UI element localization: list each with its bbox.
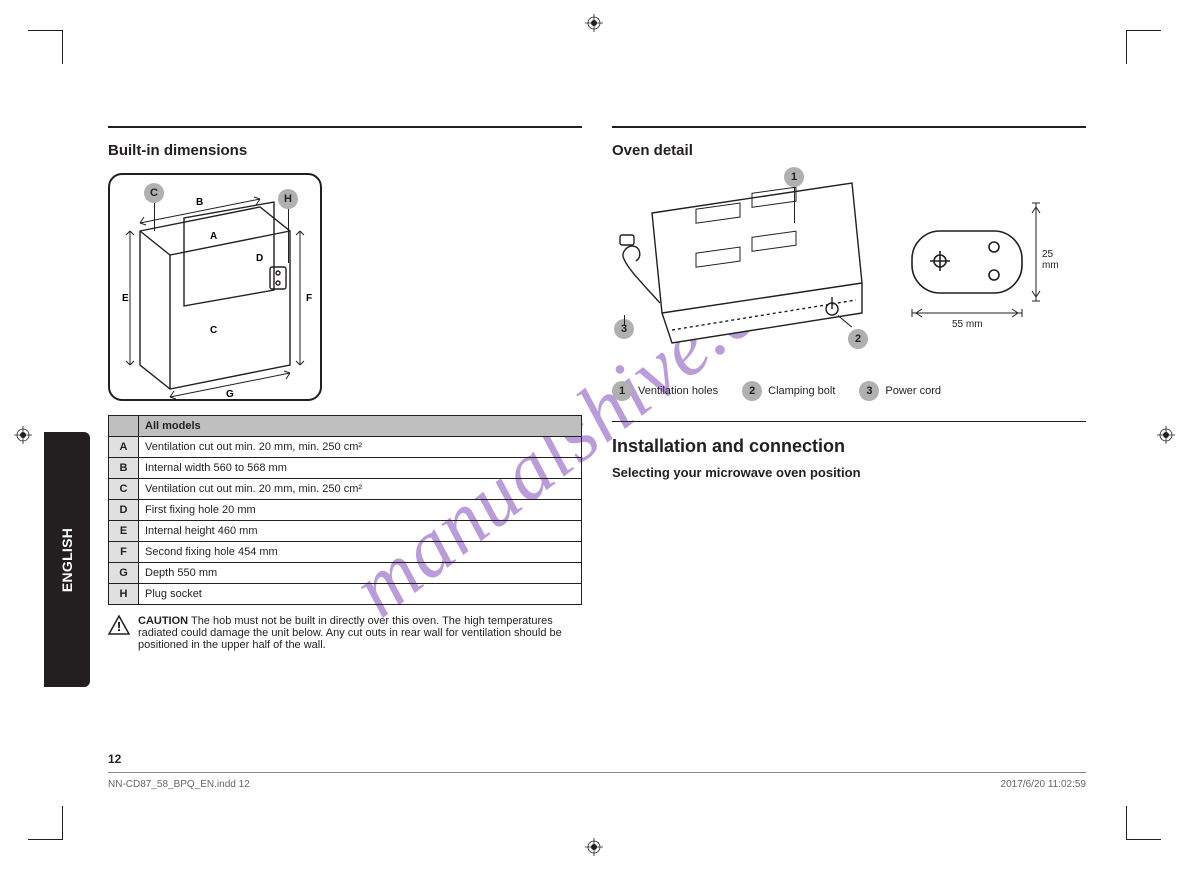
registration-mark-icon [585, 14, 603, 32]
table-row: HPlug socket [109, 584, 582, 605]
language-tab-label: ENGLISH [59, 527, 75, 591]
svg-text:D: D [256, 253, 263, 264]
svg-text:F: F [306, 293, 312, 304]
crop-mark [28, 30, 62, 31]
legend: 1 Ventilation holes 2 Clamping bolt 3 Po… [612, 381, 1086, 401]
legend-item: 1 Ventilation holes [612, 381, 718, 401]
table-header-blank [109, 416, 139, 437]
dim-vertical: 25 mm [1042, 249, 1062, 271]
section-rule-thin [612, 421, 1086, 422]
svg-text:B: B [196, 197, 203, 208]
table-row: BInternal width 560 to 568 mm [109, 458, 582, 479]
bracket-dim-figure: 25 mm 55 mm [892, 173, 1062, 333]
crop-mark [62, 30, 63, 64]
svg-text:E: E [122, 293, 129, 304]
footer-timestamp: 2017/6/20 11:02:59 [1001, 779, 1086, 790]
table-row: FSecond fixing hole 454 mm [109, 542, 582, 563]
oven-top-figure: 1 2 3 [612, 173, 872, 363]
language-tab: ENGLISH [44, 432, 90, 687]
table-row: EInternal height 460 mm [109, 521, 582, 542]
legend-num: 1 [612, 381, 632, 401]
dimensions-table: All models AVentilation cut out min. 20 … [108, 415, 582, 605]
svg-text:A: A [210, 231, 217, 242]
callout-h: H [278, 189, 298, 209]
crop-mark [1126, 806, 1127, 840]
registration-mark-icon [1157, 426, 1175, 444]
section-title-2: Installation and connection [612, 436, 1086, 457]
crop-mark [62, 806, 63, 840]
registration-mark-icon [14, 426, 32, 444]
crop-mark [1127, 30, 1161, 31]
legend-num: 3 [859, 381, 879, 401]
legend-item: 2 Clamping bolt [742, 381, 835, 401]
table-header-models: All models [139, 416, 582, 437]
table-row: DFirst fixing hole 20 mm [109, 500, 582, 521]
leader-line [794, 187, 795, 223]
leader-line [154, 203, 155, 231]
caution-block: ! CAUTION The hob must not be built in d… [108, 615, 582, 651]
page-content: ENGLISH Built-in dimensions [108, 126, 1086, 726]
caution-body: The hob must not be built in directly ov… [138, 615, 562, 651]
dim-horizontal: 55 mm [952, 319, 983, 330]
svg-text:G: G [226, 389, 234, 399]
legend-item: 3 Power cord [859, 381, 941, 401]
legend-num: 2 [742, 381, 762, 401]
section-subtitle: Selecting your microwave oven position [612, 465, 1086, 480]
leader-line [288, 209, 289, 263]
section-title: Oven detail [612, 142, 1086, 159]
section-rule [612, 126, 1086, 128]
oven-detail-figure-row: 1 2 3 [612, 173, 1086, 363]
legend-text: Clamping bolt [768, 385, 835, 397]
callout-2: 2 [848, 329, 868, 349]
table-row: CVentilation cut out min. 20 mm, min. 25… [109, 479, 582, 500]
svg-text:!: ! [117, 619, 121, 634]
warning-icon: ! [108, 615, 130, 638]
right-column: Oven detail [612, 126, 1086, 726]
registration-mark-icon [585, 838, 603, 856]
section-rule [108, 126, 582, 128]
footer: NN-CD87_58_BPQ_EN.indd 12 2017/6/20 11:0… [108, 772, 1086, 790]
table-row: AVentilation cut out min. 20 mm, min. 25… [109, 437, 582, 458]
cabinet-cutout-figure: B E F G A C D C H [108, 173, 322, 401]
crop-mark [1126, 30, 1127, 64]
leader-line [624, 315, 625, 325]
callout-1: 1 [784, 167, 804, 187]
table-row: GDepth 550 mm [109, 563, 582, 584]
footer-filename: NN-CD87_58_BPQ_EN.indd 12 [108, 779, 250, 790]
caution-text: CAUTION The hob must not be built in dir… [138, 615, 582, 651]
crop-mark [28, 839, 62, 840]
section-title: Built-in dimensions [108, 142, 582, 159]
left-column: ENGLISH Built-in dimensions [108, 126, 582, 726]
crop-mark [1127, 839, 1161, 840]
svg-text:C: C [210, 325, 217, 336]
page-number: 12 [108, 752, 121, 766]
legend-text: Power cord [885, 385, 941, 397]
caution-label: CAUTION [138, 615, 188, 627]
callout-c: C [144, 183, 164, 203]
legend-text: Ventilation holes [638, 385, 718, 397]
